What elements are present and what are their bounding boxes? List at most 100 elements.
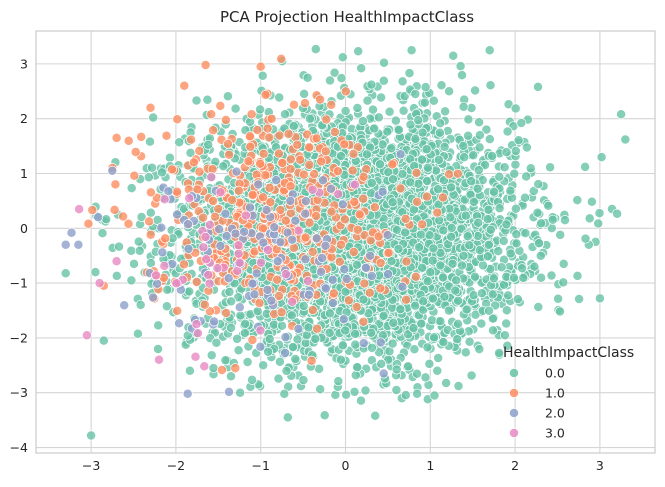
scatter-point-0 bbox=[510, 103, 521, 114]
scatter-point-0 bbox=[488, 325, 498, 336]
scatter-point-0 bbox=[233, 345, 244, 356]
scatter-point-0 bbox=[350, 339, 361, 350]
scatter-point-0 bbox=[510, 203, 521, 214]
scatter-point-0 bbox=[279, 388, 290, 399]
scatter-point-0 bbox=[533, 302, 544, 312]
scatter-point-0 bbox=[459, 152, 470, 163]
scatter-point-0 bbox=[428, 95, 439, 106]
scatter-point-0 bbox=[397, 76, 408, 87]
scatter-point-0 bbox=[393, 124, 404, 135]
scatter-point-0 bbox=[356, 63, 367, 74]
scatter-point-0 bbox=[494, 203, 505, 214]
scatter-point-0 bbox=[512, 294, 523, 305]
scatter-point-0 bbox=[314, 363, 325, 374]
scatter-point-0 bbox=[143, 172, 154, 183]
scatter-point-0 bbox=[184, 365, 195, 376]
scatter-point-0 bbox=[435, 118, 446, 129]
scatter-point-0 bbox=[414, 242, 425, 253]
scatter-point-0 bbox=[418, 296, 429, 307]
scatter-point-0 bbox=[362, 95, 373, 106]
scatter-point-0 bbox=[484, 305, 494, 316]
scatter-point-0 bbox=[413, 115, 424, 126]
scatter-point-0 bbox=[352, 103, 363, 113]
scatter-point-0 bbox=[97, 228, 108, 239]
scatter-point-0 bbox=[422, 176, 433, 186]
scatter-point-0 bbox=[464, 240, 475, 251]
scatter-point-0 bbox=[501, 305, 512, 316]
scatter-point-0 bbox=[174, 137, 185, 148]
scatter-point-0 bbox=[511, 238, 522, 249]
scatter-point-0 bbox=[505, 248, 516, 259]
scatter-point-0 bbox=[98, 335, 109, 346]
scatter-point-0 bbox=[422, 162, 433, 173]
scatter-point-0 bbox=[242, 357, 253, 367]
scatter-point-0 bbox=[86, 430, 97, 441]
scatter-point-0 bbox=[470, 85, 481, 96]
scatter-point-0 bbox=[441, 378, 452, 388]
scatter-point-0 bbox=[218, 161, 229, 172]
scatter-point-0 bbox=[60, 268, 71, 279]
scatter-point-0 bbox=[148, 112, 159, 123]
scatter-point-0 bbox=[222, 91, 233, 102]
scatter-point-0 bbox=[391, 364, 402, 375]
scatter-point-0 bbox=[547, 214, 558, 225]
scatter-point-0 bbox=[509, 168, 520, 179]
scatter-point-0 bbox=[324, 308, 335, 319]
scatter-point-0 bbox=[340, 106, 351, 116]
scatter-point-0 bbox=[574, 294, 585, 304]
scatter-point-0 bbox=[474, 130, 485, 141]
scatter-point-0 bbox=[499, 162, 510, 173]
scatter-point-0 bbox=[337, 52, 348, 63]
scatter-point-0 bbox=[376, 92, 387, 103]
scatter-point-0 bbox=[505, 185, 516, 196]
scatter-point-0 bbox=[406, 45, 417, 56]
scatter-point-0 bbox=[280, 109, 290, 120]
scatter-point-0 bbox=[572, 270, 583, 281]
scatter-point-0 bbox=[386, 143, 397, 154]
scatter-point-0 bbox=[485, 224, 496, 235]
scatter-point-0 bbox=[208, 363, 219, 374]
scatter-point-0 bbox=[382, 126, 393, 137]
scatter-point-0 bbox=[417, 262, 428, 273]
scatter-point-0 bbox=[360, 385, 371, 396]
scatter-point-0 bbox=[535, 250, 546, 261]
scatter-point-0 bbox=[277, 320, 287, 331]
scatter-point-0 bbox=[349, 386, 360, 397]
scatter-point-0 bbox=[482, 214, 493, 225]
scatter-point-0 bbox=[555, 306, 565, 317]
scatter-point-0 bbox=[376, 358, 387, 369]
scatter-point-0 bbox=[452, 334, 463, 345]
scatter-point-0 bbox=[558, 258, 569, 269]
scatter-point-0 bbox=[498, 236, 509, 246]
scatter-point-0 bbox=[350, 328, 361, 339]
scatter-point-0 bbox=[373, 112, 384, 123]
scatter-point-0 bbox=[508, 272, 519, 283]
scatter-point-0 bbox=[520, 228, 531, 239]
scatter-point-0 bbox=[453, 318, 463, 329]
scatter-point-0 bbox=[612, 208, 623, 219]
scatter-point-0 bbox=[420, 82, 431, 93]
scatter-point-0 bbox=[388, 174, 398, 185]
scatter-point-0 bbox=[302, 72, 313, 83]
scatter-point-0 bbox=[485, 80, 496, 91]
scatter-point-0 bbox=[378, 310, 389, 321]
scatter-point-0 bbox=[536, 218, 547, 229]
scatter-point-0 bbox=[252, 306, 263, 317]
scatter-point-0 bbox=[484, 45, 495, 56]
scatter-point-0 bbox=[433, 184, 444, 195]
scatter-point-0 bbox=[476, 318, 487, 329]
scatter-point-0 bbox=[432, 365, 443, 376]
scatter-point-0 bbox=[290, 354, 301, 364]
scatter-point-0 bbox=[427, 255, 438, 266]
scatter-point-0 bbox=[473, 217, 484, 228]
scatter-point-0 bbox=[455, 61, 466, 72]
scatter-point-0 bbox=[147, 162, 157, 173]
scatter-point-0 bbox=[235, 310, 246, 321]
scatter-point-0 bbox=[580, 161, 591, 172]
scatter-point-0 bbox=[525, 163, 536, 174]
scatter-point-0 bbox=[440, 106, 451, 117]
scatter-point-0 bbox=[513, 135, 524, 146]
scatter-point-0 bbox=[457, 70, 467, 81]
scatter-point-0 bbox=[553, 293, 564, 304]
scatter-point-0 bbox=[425, 267, 436, 278]
